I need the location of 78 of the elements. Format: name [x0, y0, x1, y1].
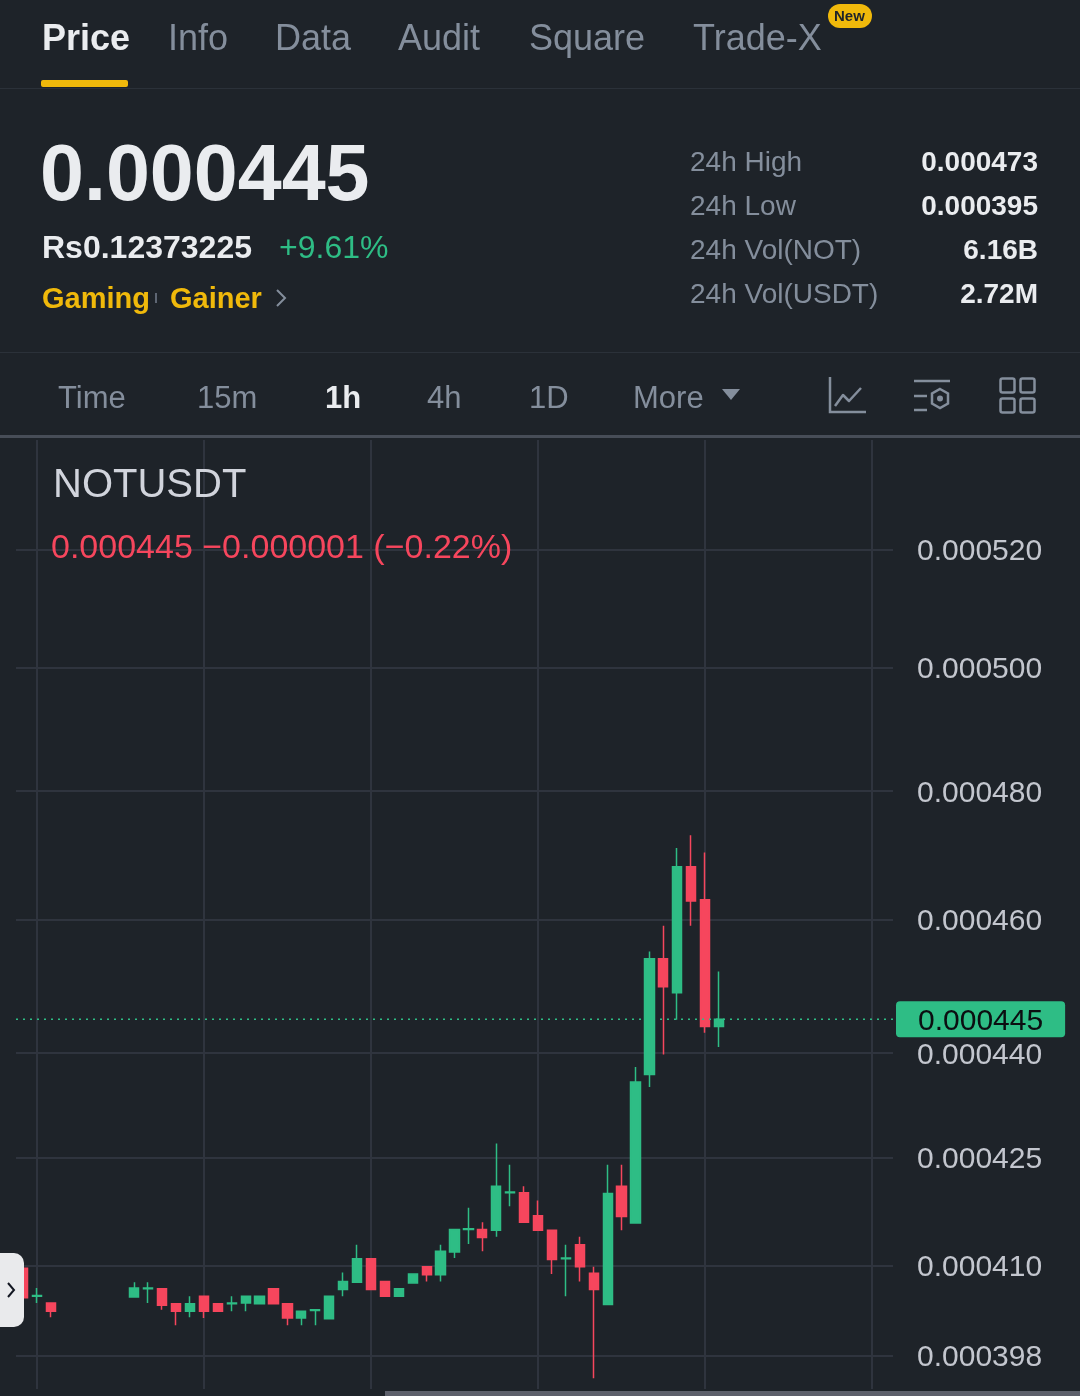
text: 6.16B [963, 233, 1038, 267]
text: Square [529, 15, 646, 59]
y-tick-label: 0.000425 [917, 1141, 1043, 1175]
text: More [633, 378, 704, 416]
text: 24h Low [690, 189, 796, 223]
text: +9.61% [279, 228, 389, 266]
candlestick [281, 1302, 294, 1327]
ref-line-label: 0.000445 [918, 1002, 1044, 1036]
candlestick [184, 1295, 196, 1318]
text: 2.72M [960, 277, 1038, 311]
candlestick [142, 1281, 154, 1304]
text: 0.000473 [921, 145, 1038, 179]
candlestick [240, 1295, 252, 1312]
candlestick [574, 1235, 586, 1283]
text: Rs0.12373225 [42, 228, 252, 266]
candlestick [518, 1185, 530, 1223]
y-tick-label: 0.000520 [917, 533, 1043, 567]
candlestick [267, 1288, 280, 1305]
candlestick [295, 1310, 307, 1327]
text: Price [42, 15, 131, 59]
candlestick [532, 1199, 544, 1231]
candlestick [546, 1229, 558, 1275]
candlestick [490, 1142, 502, 1238]
text: 24h Vol(NOT) [690, 233, 862, 267]
candlestick [198, 1295, 210, 1319]
text: Time [58, 378, 126, 416]
text: 1h [325, 378, 362, 416]
y-tick-label: 0.000480 [917, 774, 1043, 808]
text: Gaming [42, 280, 150, 316]
candlestick [45, 1302, 57, 1318]
text: Audit [398, 15, 481, 59]
candlestick [379, 1280, 391, 1298]
candlestick [615, 1164, 628, 1231]
text: 1D [529, 378, 569, 416]
candlestick [602, 1164, 614, 1306]
text: Info [168, 15, 229, 59]
candlestick [128, 1281, 140, 1298]
candlestick [504, 1164, 516, 1208]
y-tick-label: 0.000398 [917, 1339, 1043, 1372]
text: 4h [427, 378, 462, 416]
candlestick [212, 1302, 224, 1312]
candlestick [323, 1295, 335, 1320]
y-tick-label: 0.000440 [917, 1036, 1043, 1070]
candlestick [351, 1244, 363, 1283]
candlestick [560, 1244, 572, 1298]
candlestick [337, 1271, 349, 1298]
candlestick [462, 1207, 475, 1245]
candlestick [407, 1273, 419, 1284]
text: 0.000395 [921, 189, 1038, 223]
text: 0.000445 [40, 126, 370, 219]
candlestick [629, 1066, 642, 1224]
candlestick [588, 1265, 600, 1380]
candlestick [434, 1244, 447, 1283]
text: 15m [197, 378, 258, 416]
candlestick [226, 1295, 238, 1312]
candlestick [421, 1265, 433, 1283]
candlestick [476, 1221, 488, 1253]
candlestick [657, 925, 669, 1056]
candlestick [156, 1288, 168, 1311]
y-tick-label: 0.000500 [917, 651, 1043, 685]
candlestick [699, 851, 711, 1034]
candlestick [393, 1288, 405, 1298]
candlestick [448, 1228, 461, 1259]
text: NOTUSDT [53, 461, 247, 505]
text: 0.000445 −0.000001 (−0.22%) [51, 527, 513, 565]
text: Data [275, 15, 352, 59]
candlestick [31, 1287, 43, 1304]
y-tick-label: 0.000460 [917, 902, 1043, 936]
text: 24h Vol(USDT) [690, 277, 879, 311]
candlestick [365, 1257, 377, 1291]
text: 24h High [690, 145, 803, 179]
candlestick [685, 834, 697, 927]
text: New [834, 7, 865, 25]
candlestick [170, 1302, 182, 1327]
candlestick [309, 1308, 321, 1327]
text: Trade-X [693, 15, 822, 59]
y-tick-label: 0.000410 [917, 1249, 1043, 1283]
text: Gainer [170, 280, 262, 316]
